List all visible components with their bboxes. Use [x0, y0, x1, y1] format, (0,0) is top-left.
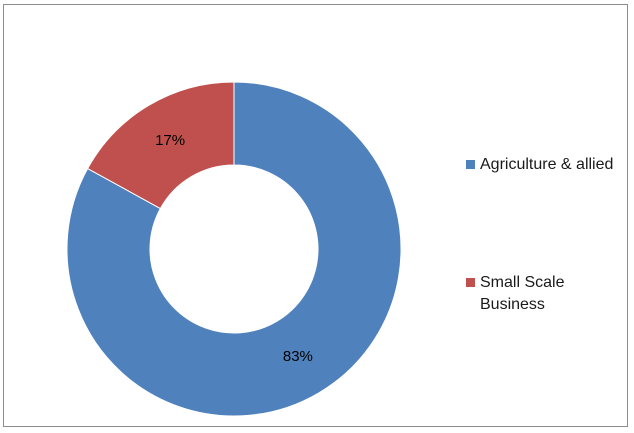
legend-label-agriculture: Agriculture & allied	[480, 156, 614, 173]
legend-item-small-scale-business: Small Scale Business	[466, 272, 616, 316]
legend-swatch-agriculture	[466, 160, 475, 169]
legend-label-small-scale-business: Small Scale Business	[480, 274, 565, 313]
legend-swatch-small-scale-business	[466, 278, 475, 287]
donut-slices	[66, 81, 402, 417]
slice-agriculture	[66, 81, 402, 417]
legend-item-agriculture: Agriculture & allied	[466, 154, 616, 176]
legend: Agriculture & allied Small Scale Busines…	[466, 154, 616, 316]
slice-small-scale-business	[86, 81, 235, 210]
data-label-small-scale-business: 17%	[155, 132, 185, 149]
data-label-agriculture: 83%	[283, 348, 313, 365]
